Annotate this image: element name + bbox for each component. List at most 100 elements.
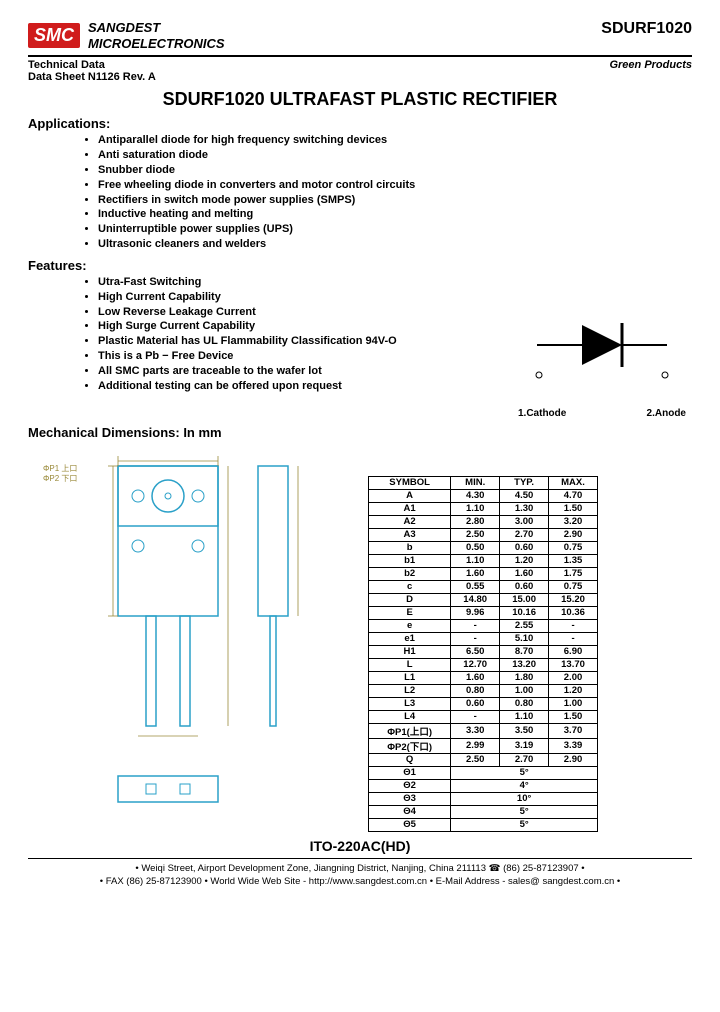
dimension-table: SYMBOLMIN.TYP.MAX. A4.304.504.70A11.101.… (368, 476, 598, 832)
table-header-cell: MAX. (549, 476, 598, 489)
table-cell: - (451, 710, 500, 723)
page-title: SDURF1020 ULTRAFAST PLASTIC RECTIFIER (28, 89, 692, 110)
table-cell: 8.70 (500, 645, 549, 658)
table-cell: 12.70 (451, 658, 500, 671)
features-heading: Features: (28, 258, 692, 273)
table-cell: 1.35 (549, 554, 598, 567)
footer-line1: • Weiqi Street, Airport Development Zone… (28, 862, 692, 875)
table-row: L30.600.801.00 (369, 697, 598, 710)
table-cell: 2.00 (549, 671, 598, 684)
table-cell: 9.96 (451, 606, 500, 619)
table-cell: 3.00 (500, 515, 549, 528)
table-cell: 0.50 (451, 541, 500, 554)
table-header-cell: SYMBOL (369, 476, 451, 489)
list-item: Rectifiers in switch mode power supplies… (98, 193, 692, 208)
table-cell: 1.75 (549, 567, 598, 580)
table-cell: 0.60 (451, 697, 500, 710)
table-cell: 0.60 (500, 541, 549, 554)
pin1-label: 1.Cathode (518, 408, 566, 419)
table-cell: D (369, 593, 451, 606)
table-row: ΦP2(下口)2.993.193.39 (369, 738, 598, 753)
table-cell: 1.10 (451, 554, 500, 567)
green-products-label: Green Products (609, 59, 692, 83)
table-cell: 10.36 (549, 606, 598, 619)
table-cell: 14.80 (451, 593, 500, 606)
list-item: Low Reverse Leakage Current (98, 305, 492, 320)
list-item: Anti saturation diode (98, 148, 692, 163)
list-item: Snubber diode (98, 163, 692, 178)
table-row: ΦP1(上口)3.303.503.70 (369, 723, 598, 738)
table-cell: 0.80 (500, 697, 549, 710)
table-cell: 2.90 (549, 753, 598, 766)
table-cell: ΦP2(下口) (369, 738, 451, 753)
table-cell: 5° (451, 766, 598, 779)
table-cell: 0.60 (500, 580, 549, 593)
table-cell: Θ2 (369, 779, 451, 792)
svg-text:ΦP2 下口: ΦP2 下口 (43, 474, 77, 483)
table-row: A4.304.504.70 (369, 489, 598, 502)
list-item: Utra-Fast Switching (98, 275, 492, 290)
table-cell: 3.30 (451, 723, 500, 738)
table-cell: A2 (369, 515, 451, 528)
table-cell: 1.20 (549, 684, 598, 697)
applications-list: Antiparallel diode for high frequency sw… (98, 133, 692, 252)
table-cell: 4.70 (549, 489, 598, 502)
table-row: Θ310° (369, 792, 598, 805)
table-cell: Θ5 (369, 818, 451, 831)
table-row: L11.601.802.00 (369, 671, 598, 684)
table-cell: 1.50 (549, 502, 598, 515)
table-row: b11.101.201.35 (369, 554, 598, 567)
list-item: This is a Pb − Free Device (98, 349, 492, 364)
list-item: Plastic Material has UL Flammability Cla… (98, 334, 492, 349)
table-row: A11.101.301.50 (369, 502, 598, 515)
list-item: High Surge Current Capability (98, 319, 492, 334)
footer-line2: • FAX (86) 25-87123900 • World Wide Web … (28, 875, 692, 888)
datasheet-rev: Data Sheet N1126 Rev. A (28, 71, 156, 83)
features-list: Utra-Fast SwitchingHigh Current Capabili… (98, 275, 492, 419)
table-cell: L (369, 658, 451, 671)
diode-icon (527, 305, 677, 405)
table-cell: 13.70 (549, 658, 598, 671)
table-cell: 3.19 (500, 738, 549, 753)
table-cell: 10° (451, 792, 598, 805)
table-cell: 1.20 (500, 554, 549, 567)
table-cell: 15.20 (549, 593, 598, 606)
table-header-cell: MIN. (451, 476, 500, 489)
table-cell: ΦP1(上口) (369, 723, 451, 738)
table-cell: - (451, 632, 500, 645)
table-cell: Θ1 (369, 766, 451, 779)
table-cell: 1.10 (500, 710, 549, 723)
table-cell: 4° (451, 779, 598, 792)
table-cell: b (369, 541, 451, 554)
table-cell: 2.70 (500, 528, 549, 541)
table-cell: 10.16 (500, 606, 549, 619)
table-row: L12.7013.2013.70 (369, 658, 598, 671)
list-item: Antiparallel diode for high frequency sw… (98, 133, 692, 148)
svg-text:ΦP1 上口: ΦP1 上口 (43, 464, 77, 473)
subheader: Technical Data Data Sheet N1126 Rev. A G… (28, 59, 692, 83)
package-name: ITO-220AC(HD) (28, 838, 692, 854)
table-row: H16.508.706.90 (369, 645, 598, 658)
table-header-row: SYMBOLMIN.TYP.MAX. (369, 476, 598, 489)
table-cell: 1.10 (451, 502, 500, 515)
package-drawing: ΦP1 上口 ΦP2 下口 (28, 446, 358, 826)
table-cell: 2.90 (549, 528, 598, 541)
table-row: L20.801.001.20 (369, 684, 598, 697)
company-logo: SMC (28, 23, 80, 48)
table-cell: e1 (369, 632, 451, 645)
table-cell: 13.20 (500, 658, 549, 671)
list-item: Free wheeling diode in converters and mo… (98, 178, 692, 193)
list-item: High Current Capability (98, 290, 492, 305)
table-cell: 1.80 (500, 671, 549, 684)
table-cell: 15.00 (500, 593, 549, 606)
table-cell: - (549, 632, 598, 645)
table-row: Q2.502.702.90 (369, 753, 598, 766)
table-cell: A1 (369, 502, 451, 515)
table-header-cell: TYP. (500, 476, 549, 489)
package-drawing-svg: ΦP1 上口 ΦP2 下口 (28, 446, 358, 826)
table-cell: 5° (451, 818, 598, 831)
pin2-label: 2.Anode (647, 408, 686, 419)
table-row: b0.500.600.75 (369, 541, 598, 554)
table-cell: 3.50 (500, 723, 549, 738)
table-cell: 4.30 (451, 489, 500, 502)
